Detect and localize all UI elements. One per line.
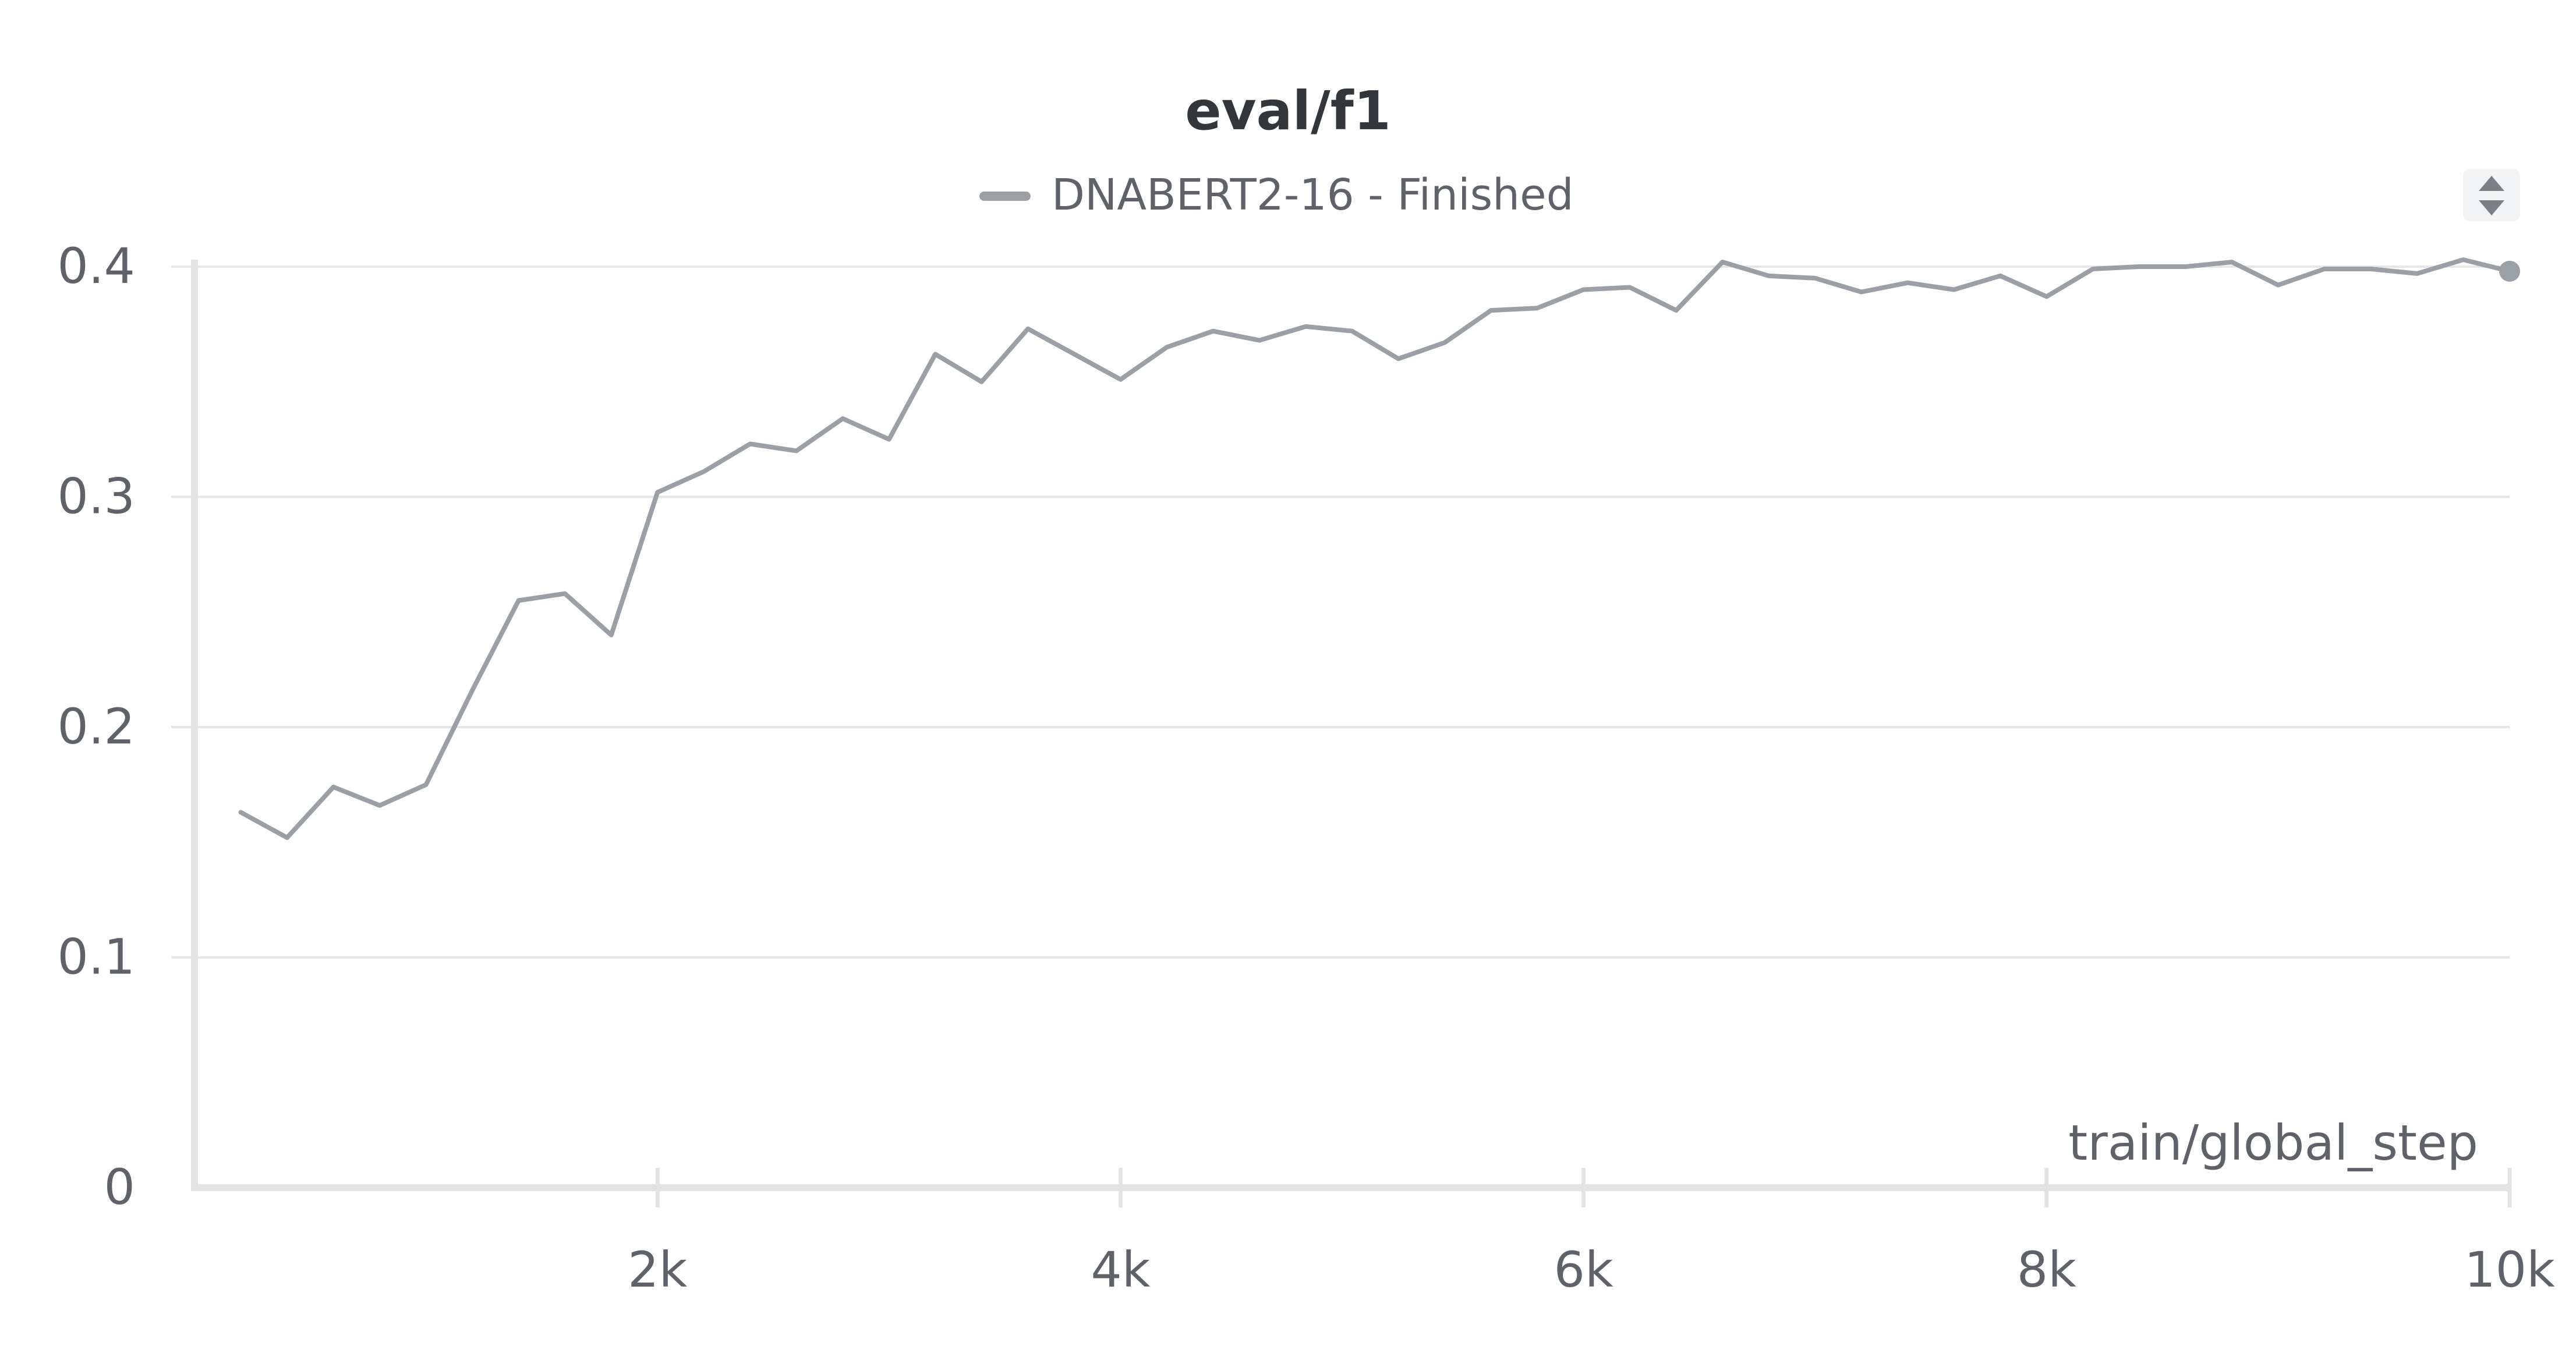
- series-point[interactable]: [1488, 307, 1495, 314]
- series-point[interactable]: [330, 784, 337, 791]
- x-tick-label: 8k: [2017, 1241, 2076, 1298]
- series-point[interactable]: [2136, 263, 2143, 270]
- x-tick-label: 10k: [2464, 1241, 2555, 1298]
- series-point[interactable]: [376, 802, 383, 809]
- series-point[interactable]: [1580, 286, 1587, 293]
- series-point[interactable]: [2182, 263, 2189, 270]
- y-tick-label: 0: [104, 1159, 135, 1216]
- series-point[interactable]: [839, 415, 846, 422]
- series-point[interactable]: [1071, 350, 1078, 357]
- legend-scroll-control[interactable]: [2463, 169, 2520, 221]
- series-point[interactable]: [700, 468, 707, 475]
- series-point[interactable]: [1904, 279, 1911, 286]
- series-point[interactable]: [886, 436, 893, 443]
- x-tick-label: 2k: [628, 1241, 687, 1298]
- x-tick-labels: 2k 4k 6k 8k 10k: [628, 1241, 2555, 1298]
- gridlines: [171, 265, 2510, 959]
- series-point[interactable]: [561, 590, 568, 597]
- series-point[interactable]: [1626, 284, 1633, 291]
- series-point[interactable]: [1349, 328, 1356, 335]
- series-point[interactable]: [1441, 339, 1448, 346]
- series-point[interactable]: [1303, 323, 1310, 330]
- series-point[interactable]: [654, 489, 661, 496]
- series-point[interactable]: [978, 378, 985, 385]
- series-point[interactable]: [1395, 355, 1402, 362]
- y-tick-label: 0.2: [57, 698, 135, 755]
- y-tick-label: 0.4: [57, 238, 135, 295]
- legend[interactable]: DNABERT2-16 - Finished: [979, 170, 1574, 220]
- series-point[interactable]: [2274, 282, 2281, 289]
- y-tick-labels: 0 0.1 0.2 0.3 0.4: [57, 238, 135, 1216]
- series-point[interactable]: [932, 350, 939, 357]
- axes: [191, 260, 2512, 1207]
- x-tick-label: 6k: [1554, 1241, 1613, 1298]
- series-point[interactable]: [2043, 293, 2050, 300]
- series-point[interactable]: [793, 447, 800, 454]
- series-point[interactable]: [1163, 343, 1170, 350]
- series-point[interactable]: [1209, 328, 1216, 335]
- series-point[interactable]: [1765, 272, 1772, 279]
- series-end-point[interactable]: [2499, 260, 2520, 282]
- series-point[interactable]: [1858, 289, 1865, 296]
- series-point[interactable]: [1673, 307, 1680, 314]
- series-point[interactable]: [2321, 265, 2328, 272]
- legend-scroll-background: [2463, 169, 2520, 221]
- series-point[interactable]: [2228, 258, 2235, 265]
- scroll-down-icon[interactable]: [2479, 200, 2504, 215]
- series-point[interactable]: [1997, 272, 2004, 279]
- series-point[interactable]: [469, 687, 476, 694]
- legend-label: DNABERT2-16 - Finished: [1052, 170, 1574, 220]
- series-point[interactable]: [1117, 376, 1124, 383]
- series-point[interactable]: [1951, 286, 1958, 293]
- series-point[interactable]: [746, 441, 753, 448]
- series-line[interactable]: [238, 257, 2512, 840]
- series-point[interactable]: [2460, 256, 2467, 263]
- chart-title: eval/f1: [1185, 80, 1391, 142]
- series-point[interactable]: [1256, 337, 1263, 344]
- series-point[interactable]: [1811, 275, 1818, 282]
- series-point[interactable]: [608, 632, 615, 639]
- series-point[interactable]: [2367, 265, 2374, 272]
- y-tick-label: 0.3: [57, 468, 135, 525]
- series-point[interactable]: [1719, 258, 1726, 265]
- series-point[interactable]: [1024, 325, 1031, 332]
- series-point[interactable]: [2089, 265, 2096, 272]
- y-tick-label: 0.1: [57, 929, 135, 986]
- series-point[interactable]: [423, 781, 430, 788]
- series-layer: [238, 256, 2520, 841]
- series-point[interactable]: [238, 809, 245, 816]
- series-point[interactable]: [1534, 304, 1541, 311]
- series-point[interactable]: [515, 597, 522, 604]
- series-point[interactable]: [284, 834, 291, 841]
- scroll-up-icon[interactable]: [2479, 176, 2504, 191]
- x-axis-label: train/global_step: [2068, 1114, 2478, 1171]
- series-point[interactable]: [2414, 270, 2421, 277]
- x-tick-label: 4k: [1091, 1241, 1150, 1298]
